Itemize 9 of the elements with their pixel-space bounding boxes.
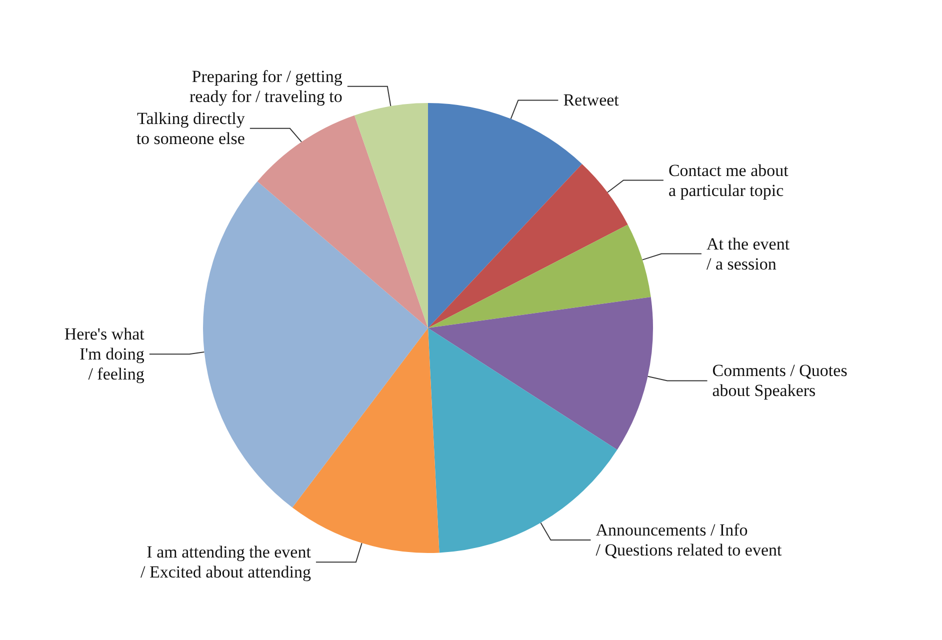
slice-label: Announcements / Info / Questions related to event — [596, 520, 782, 560]
slice-label: Talking directly to someone else — [136, 108, 246, 148]
slice-label: Comments / Quotes about Speakers — [712, 361, 848, 400]
slice-label: Preparing for / getting ready for / traveling to — [189, 66, 343, 106]
slice-label: I am attending the event / Excited about attending — [140, 542, 312, 582]
slice-label: At the event / a session — [706, 234, 790, 274]
slice-label: Here's what I'm doing / feeling — [64, 324, 145, 384]
slice-label: Retweet — [563, 90, 620, 110]
slice-label: Contact me about a particular topic — [668, 160, 789, 200]
